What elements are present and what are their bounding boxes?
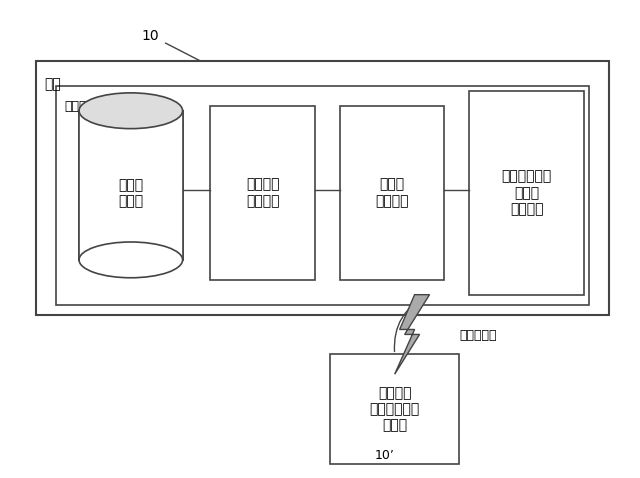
Text: 10: 10 bbox=[142, 29, 159, 43]
Bar bbox=[211, 106, 315, 280]
Text: 避難所管理システム: 避難所管理システム bbox=[64, 100, 132, 113]
Polygon shape bbox=[395, 294, 429, 374]
Text: データ
ベース: データ ベース bbox=[118, 178, 143, 208]
FancyArrowPatch shape bbox=[394, 296, 427, 351]
Bar bbox=[340, 106, 444, 280]
Text: クライアント
ソフト
（表示）: クライアント ソフト （表示） bbox=[502, 170, 552, 216]
Text: データ通信: データ通信 bbox=[460, 329, 497, 342]
Ellipse shape bbox=[79, 93, 182, 129]
Bar bbox=[469, 91, 584, 294]
Text: 他の端末
クライアント
ソフト: 他の端末 クライアント ソフト bbox=[369, 386, 420, 432]
Bar bbox=[330, 354, 460, 464]
Bar bbox=[56, 86, 589, 304]
Ellipse shape bbox=[79, 242, 182, 278]
Text: サーバ
（操作）: サーバ （操作） bbox=[376, 178, 409, 208]
Text: システム
（処理）: システム （処理） bbox=[246, 178, 280, 208]
Bar bbox=[79, 111, 182, 260]
Bar bbox=[36, 61, 609, 315]
Text: 10’: 10’ bbox=[375, 449, 395, 462]
Text: 端末: 端末 bbox=[44, 77, 61, 91]
